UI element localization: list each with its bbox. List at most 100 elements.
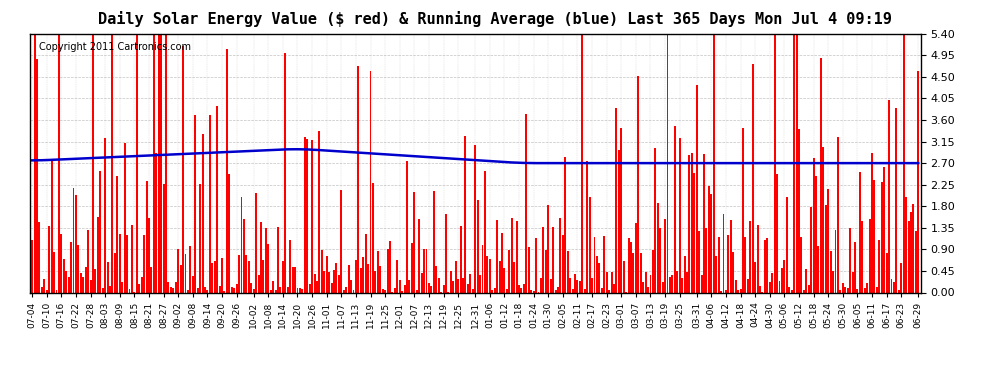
Bar [321,250,323,292]
Bar [199,184,201,292]
Bar [379,266,381,292]
Bar [250,284,252,292]
Bar [544,250,546,292]
Bar [566,251,568,292]
Bar [433,191,435,292]
Bar [279,287,281,292]
Bar [720,291,722,292]
Bar [192,276,194,292]
Bar [150,267,152,292]
Bar [274,290,276,292]
Bar [559,218,561,292]
Bar [214,261,216,292]
Bar [462,278,464,292]
Bar [265,228,267,292]
Bar [355,260,356,292]
Bar [751,64,753,292]
Bar [633,254,635,292]
Bar [102,288,104,292]
Bar [396,260,398,292]
Bar [359,268,361,292]
Bar [691,153,693,292]
Bar [394,288,396,292]
Bar [369,71,371,292]
Bar [243,219,245,292]
Bar [411,243,413,292]
Bar [652,250,653,292]
Bar [905,196,907,292]
Bar [44,279,46,292]
Bar [708,186,710,292]
Bar [533,291,535,292]
Bar [698,231,700,292]
Bar [157,33,159,292]
Bar [499,261,501,292]
Bar [204,287,206,292]
Bar [547,205,549,292]
Bar [226,49,228,292]
Bar [53,252,55,292]
Bar [859,172,861,292]
Bar [591,278,593,292]
Bar [666,32,668,292]
Bar [738,290,740,292]
Bar [421,273,423,292]
Bar [109,286,111,292]
Bar [297,288,298,292]
Bar [304,136,306,292]
Bar [846,288,848,292]
Bar [41,287,43,292]
Bar [301,290,303,292]
Bar [828,189,830,292]
Bar [900,263,902,292]
Bar [886,254,888,292]
Bar [552,227,554,292]
Bar [184,254,186,292]
Bar [676,272,678,292]
Bar [574,274,576,292]
Bar [766,238,768,292]
Bar [246,255,248,292]
Bar [401,291,403,292]
Bar [840,290,842,292]
Bar [449,271,451,292]
Bar [674,126,676,292]
Bar [611,273,613,292]
Bar [616,108,618,292]
Bar [262,260,264,292]
Bar [742,128,743,292]
Bar [299,288,301,292]
Bar [58,32,59,292]
Bar [868,219,870,292]
Bar [60,234,62,292]
Bar [177,249,179,292]
Bar [883,167,885,292]
Bar [82,276,84,292]
Bar [481,244,483,292]
Bar [735,280,737,292]
Bar [347,265,349,292]
Bar [796,32,798,292]
Bar [489,259,491,292]
Bar [640,253,642,292]
Bar [255,193,257,292]
Bar [798,129,800,292]
Bar [124,143,126,292]
Bar [431,286,433,292]
Bar [414,192,416,292]
Bar [715,256,717,292]
Bar [484,171,486,292]
Bar [683,256,685,292]
Bar [167,282,169,292]
Bar [876,287,878,292]
Bar [744,237,746,292]
Bar [333,270,335,292]
Bar [367,264,369,292]
Bar [693,174,695,292]
Bar [160,32,162,292]
Bar [613,284,615,292]
Bar [571,289,573,292]
Bar [172,288,174,292]
Bar [603,236,605,292]
Bar [686,272,688,292]
